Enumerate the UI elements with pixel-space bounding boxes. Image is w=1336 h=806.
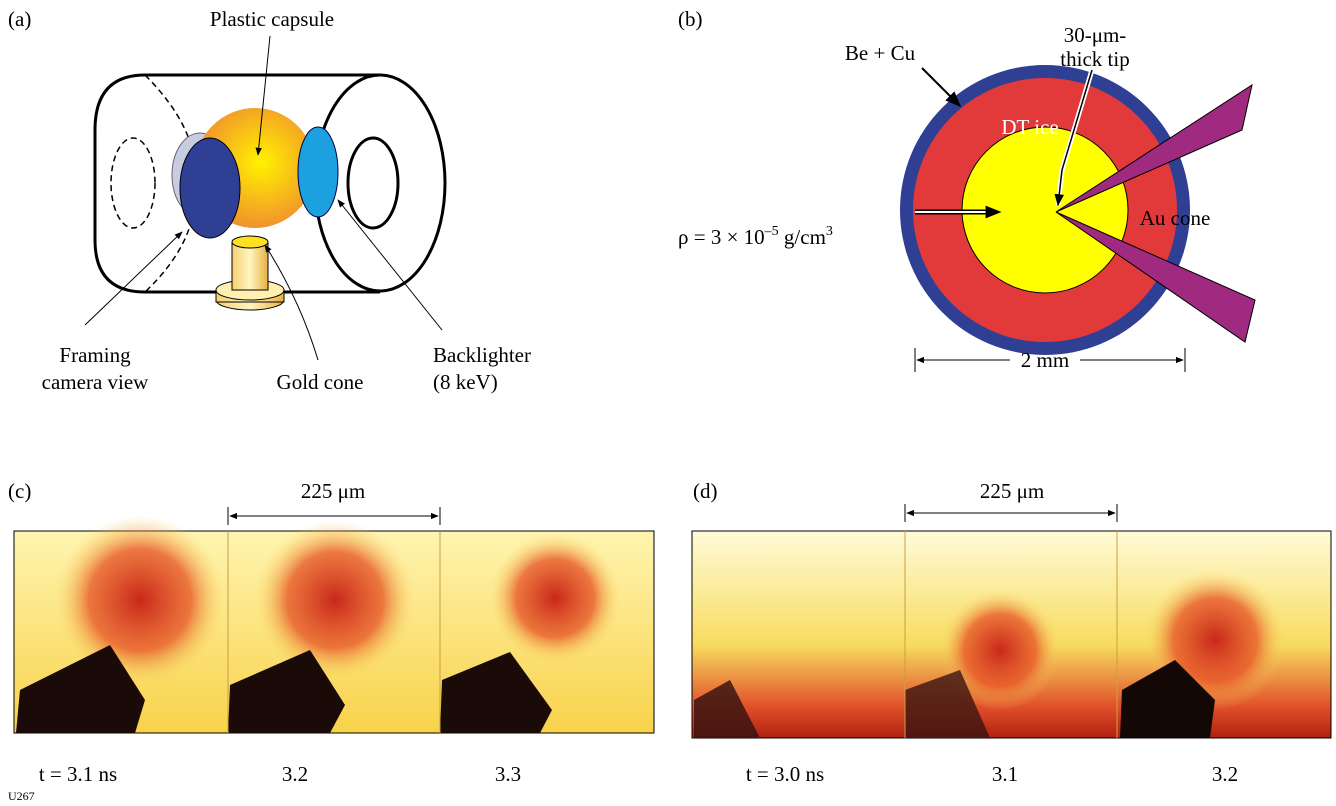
time-label: 3.1 [992, 762, 1018, 786]
gold-cone [232, 236, 268, 248]
time-label: t = 3.1 ns [39, 762, 117, 786]
capsule-image [490, 533, 620, 663]
callout: Plastic capsule [210, 7, 334, 31]
figure: (a) Plastic capsule Framing camera view … [0, 0, 1336, 806]
panel-a: (a) Plastic capsule Framing camera view … [8, 7, 531, 394]
callout: Be + Cu [845, 41, 916, 65]
capsule-image [55, 515, 225, 685]
callout: Gold cone [277, 370, 364, 394]
capsule-image [255, 520, 415, 680]
density-unit: g/cm [779, 225, 826, 249]
hidden-aperture [111, 138, 155, 228]
callout: 30-μm- [1064, 23, 1127, 47]
scale-label: 225 μm [980, 479, 1044, 503]
arrow [922, 68, 960, 106]
panel-label: (a) [8, 7, 31, 31]
density-exp: –5 [764, 224, 779, 239]
dimension-label: 2 mm [1021, 348, 1069, 372]
callout: camera view [42, 370, 150, 394]
callout: Framing [59, 343, 131, 367]
time-label: t = 3.0 ns [746, 762, 824, 786]
stalk [232, 242, 268, 290]
panel-label: (c) [8, 479, 31, 503]
density-text: ρ = 3 × 10 [678, 225, 765, 249]
time-label: 3.3 [495, 762, 521, 786]
callout: Au cone [1140, 206, 1211, 230]
callout: (8 keV) [433, 370, 498, 394]
time-label: 3.2 [282, 762, 308, 786]
panel-b: (b) Be + Cu 30-μm- thick tip DT ice Au c… [678, 7, 1255, 372]
panel-label: (b) [678, 7, 703, 31]
density-exp: 3 [826, 224, 833, 239]
panel-label: (d) [693, 479, 718, 503]
arrow [85, 232, 182, 325]
density: ρ = 3 × 10–5 g/cm3 [678, 224, 833, 249]
backlighter-foil [298, 127, 338, 217]
figure-id: U267 [8, 789, 35, 803]
time-label: 3.2 [1212, 762, 1238, 786]
callout: thick tip [1060, 47, 1129, 71]
panel-c: (c) 225 μm t = 3.1 ns 3.2 3.3 [8, 479, 654, 786]
callout: Backlighter [433, 343, 531, 367]
scale-label: 225 μm [301, 479, 365, 503]
camera-foil [180, 138, 240, 238]
panel-d: (d) 225 μm t = 3.0 ns 3.1 3.2 [692, 479, 1331, 786]
callout: DT ice [1001, 115, 1058, 139]
